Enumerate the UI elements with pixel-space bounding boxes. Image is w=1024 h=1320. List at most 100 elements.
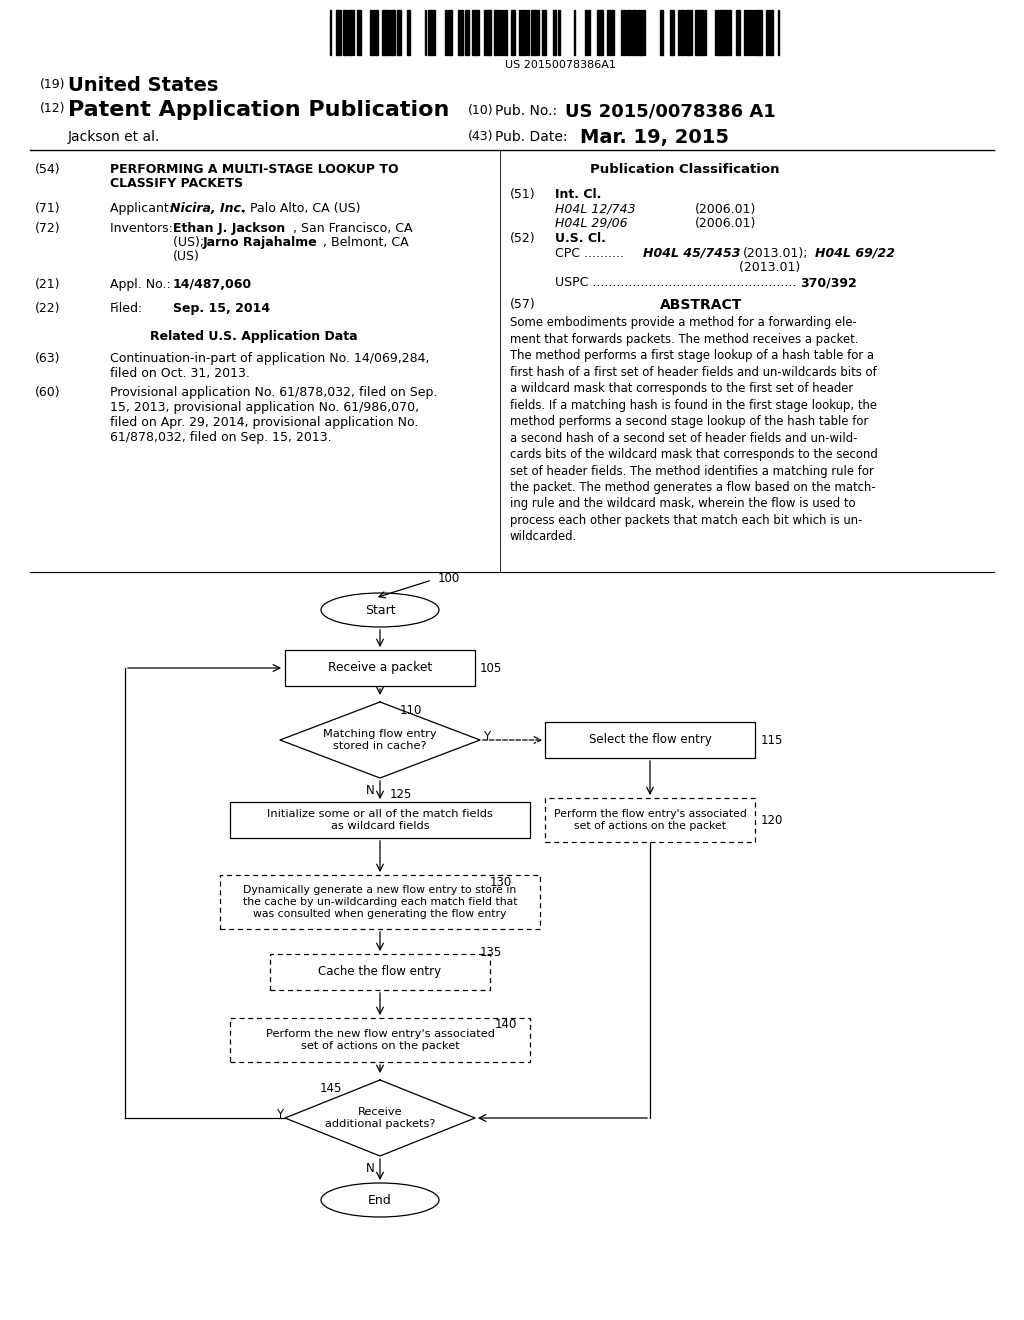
Text: USPC ...................................................: USPC ...................................…	[555, 276, 797, 289]
Text: (US);: (US);	[173, 236, 208, 249]
Bar	[387, 11, 389, 55]
Polygon shape	[285, 1080, 475, 1156]
FancyBboxPatch shape	[270, 954, 490, 990]
Bar	[695, 11, 697, 55]
Text: , Palo Alto, CA (US): , Palo Alto, CA (US)	[242, 202, 360, 215]
Text: (71): (71)	[35, 202, 60, 215]
FancyBboxPatch shape	[285, 649, 475, 686]
Bar	[607, 11, 611, 55]
Text: ABSTRACT: ABSTRACT	[660, 298, 742, 312]
Text: 105: 105	[480, 661, 502, 675]
Text: Appl. No.:: Appl. No.:	[110, 279, 171, 290]
Bar	[445, 11, 447, 55]
Bar	[383, 11, 387, 55]
FancyBboxPatch shape	[230, 1018, 530, 1063]
Bar	[489, 11, 490, 55]
Text: 135: 135	[480, 945, 502, 958]
Text: Select the flow entry: Select the flow entry	[589, 734, 712, 747]
Bar	[766, 11, 768, 55]
Text: U.S. Cl.: U.S. Cl.	[555, 232, 606, 246]
Text: (21): (21)	[35, 279, 60, 290]
Text: Related U.S. Application Data: Related U.S. Application Data	[150, 330, 357, 343]
Text: H04L 29/06: H04L 29/06	[555, 216, 628, 230]
Text: (22): (22)	[35, 302, 60, 315]
Text: (63): (63)	[35, 352, 60, 366]
Text: End: End	[368, 1193, 392, 1206]
Bar	[623, 11, 626, 55]
Text: Matching flow entry
stored in cache?: Matching flow entry stored in cache?	[324, 729, 437, 751]
Bar	[660, 11, 663, 55]
Text: N: N	[366, 784, 375, 797]
Bar	[535, 11, 537, 55]
Bar	[519, 11, 521, 55]
Bar	[407, 11, 410, 55]
Bar	[685, 11, 688, 55]
Text: 125: 125	[390, 788, 413, 800]
Text: (US): (US)	[173, 249, 200, 263]
Bar	[397, 11, 401, 55]
Bar	[721, 11, 724, 55]
Bar	[756, 11, 758, 55]
Text: Y: Y	[275, 1109, 283, 1122]
Text: Start: Start	[365, 603, 395, 616]
Text: Some embodiments provide a method for a forwarding ele-
ment that forwards packe: Some embodiments provide a method for a …	[510, 315, 878, 544]
Bar	[504, 11, 507, 55]
Text: 145: 145	[319, 1081, 342, 1094]
Text: Patent Application Publication: Patent Application Publication	[68, 100, 450, 120]
Bar	[700, 11, 703, 55]
Bar	[670, 11, 674, 55]
Text: Inventors:: Inventors:	[110, 222, 177, 235]
Bar	[597, 11, 601, 55]
Text: 370/392: 370/392	[800, 276, 857, 289]
Text: Jarno Rajahalme: Jarno Rajahalme	[203, 236, 317, 249]
Text: (51): (51)	[510, 187, 536, 201]
Text: (12): (12)	[40, 102, 66, 115]
Text: Dynamically generate a new flow entry to store in
the cache by un-wildcarding ea: Dynamically generate a new flow entry to…	[243, 886, 517, 919]
Bar	[461, 11, 463, 55]
Text: 120: 120	[761, 813, 783, 826]
Bar	[498, 11, 501, 55]
Bar	[458, 11, 461, 55]
Text: 115: 115	[761, 734, 783, 747]
Bar	[681, 11, 684, 55]
Bar	[343, 11, 347, 55]
Text: (72): (72)	[35, 222, 60, 235]
Text: Ethan J. Jackson: Ethan J. Jackson	[173, 222, 286, 235]
Bar	[472, 11, 476, 55]
Text: Cache the flow entry: Cache the flow entry	[318, 965, 441, 978]
Text: Initialize some or all of the match fields
as wildcard fields: Initialize some or all of the match fiel…	[267, 809, 493, 830]
Bar	[374, 11, 378, 55]
Bar	[476, 11, 479, 55]
Text: (2006.01): (2006.01)	[695, 216, 757, 230]
Text: (2013.01);: (2013.01);	[743, 247, 809, 260]
Text: Applicant:: Applicant:	[110, 202, 177, 215]
Bar	[522, 11, 526, 55]
Bar	[357, 11, 361, 55]
Bar	[753, 11, 755, 55]
Bar	[370, 11, 373, 55]
Bar	[678, 11, 680, 55]
Bar	[336, 11, 339, 55]
FancyBboxPatch shape	[545, 799, 755, 842]
Bar	[428, 11, 431, 55]
Text: (60): (60)	[35, 385, 60, 399]
Bar	[511, 11, 515, 55]
Text: (2013.01): (2013.01)	[555, 261, 800, 275]
Text: PERFORMING A MULTI-STAGE LOOKUP TO: PERFORMING A MULTI-STAGE LOOKUP TO	[110, 162, 398, 176]
Text: 110: 110	[400, 704, 422, 717]
Text: H04L 69/22: H04L 69/22	[815, 247, 895, 260]
Bar	[527, 11, 529, 55]
Text: (10): (10)	[468, 104, 494, 117]
Text: Pub. Date:: Pub. Date:	[495, 129, 567, 144]
Text: (52): (52)	[510, 232, 536, 246]
Bar	[633, 11, 637, 55]
Text: CPC ..........: CPC ..........	[555, 247, 624, 260]
Bar	[349, 11, 352, 55]
Text: Nicira, Inc.: Nicira, Inc.	[170, 202, 246, 215]
Text: Pub. No.:: Pub. No.:	[495, 104, 557, 117]
Text: Y: Y	[483, 730, 490, 743]
Text: Receive a packet: Receive a packet	[328, 661, 432, 675]
FancyBboxPatch shape	[545, 722, 755, 758]
Bar	[601, 11, 603, 55]
Text: Perform the new flow entry's associated
set of actions on the packet: Perform the new flow entry's associated …	[265, 1030, 495, 1051]
